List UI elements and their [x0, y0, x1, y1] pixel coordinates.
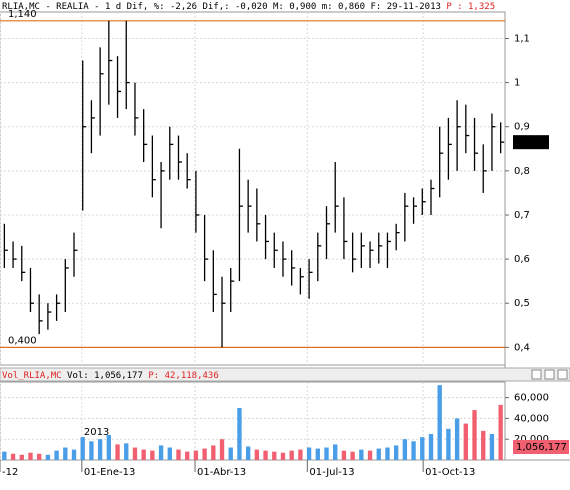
volume-bar [71, 449, 77, 460]
volume-bar [333, 444, 338, 460]
volume-bar [63, 447, 68, 460]
volume-bar [202, 448, 207, 460]
volume-bar [481, 430, 486, 460]
volume-bar [472, 410, 477, 460]
y-tick-label: 20,000 [514, 434, 549, 445]
volume-bar [211, 445, 216, 460]
volume-bar [463, 423, 468, 460]
volume-bar [158, 445, 164, 460]
volume-bar [359, 449, 364, 460]
volume-header: Vol_RLIA,MC Vol: 1,056,177 P: 42,118,436 [2, 371, 219, 381]
save-button[interactable] [544, 369, 555, 380]
volume-bar [219, 439, 225, 460]
volume-bar [498, 404, 503, 460]
header-stats: Dif, %: -2,26 Dif,: -0,020 M: 0,900 m: 0… [127, 2, 441, 12]
volume-bar [124, 443, 129, 460]
volume-bar [150, 450, 155, 460]
y-tick-label: 1,1 [514, 33, 530, 44]
volume-bar [19, 454, 24, 460]
y-tick-label: 0,6 [514, 254, 530, 265]
header: RLIA,MC - REALIA - 1 d Dif, %: -2,26 Dif… [2, 2, 495, 12]
volume-bar [228, 447, 233, 460]
minimize-button[interactable] [531, 369, 542, 380]
volume-bar [350, 451, 355, 460]
y-tick-label: 60,000 [514, 393, 549, 404]
volume-bar [245, 446, 251, 460]
volume-bar [298, 449, 303, 460]
volume-bar [28, 452, 33, 460]
volume-bar [428, 434, 434, 460]
volume-bar [315, 448, 320, 460]
volume-bar [115, 444, 120, 460]
reference-label: 1,140 [8, 9, 37, 20]
volume-bar [254, 449, 260, 460]
y-tick-label: 0,4 [514, 342, 530, 353]
y-tick-label: 0,9 [514, 122, 530, 133]
volume-bar [454, 418, 460, 460]
x-tick-label: 01-Abr-13 [197, 467, 246, 478]
volume-bar [420, 437, 425, 460]
volume-bar [80, 437, 85, 460]
volume-bar [37, 453, 42, 460]
volume-bar [167, 447, 172, 460]
volume-title: Vol_RLIA,MC [2, 371, 62, 381]
volume-bar [341, 450, 347, 460]
volume-bar [45, 454, 51, 460]
volume-bar [437, 385, 442, 460]
volume-bar [185, 451, 190, 460]
volume-bar [237, 408, 242, 460]
volume-bar [89, 441, 94, 460]
last-value-box [513, 135, 549, 150]
volume-bar [132, 447, 138, 460]
y-tick-label: 1 [514, 78, 520, 89]
volume-bar [280, 452, 286, 460]
volume-bar [385, 447, 390, 460]
volume-bar [367, 450, 373, 460]
reference-label: 0,400 [8, 335, 37, 346]
volume-bar [141, 449, 146, 460]
year-label: 2013 [84, 427, 109, 438]
volume-header-bar [0, 367, 570, 382]
last-value-label: 0,865 [516, 137, 545, 148]
volume-bar [263, 450, 268, 460]
volume-bar [306, 447, 312, 460]
close-button[interactable] [557, 369, 568, 380]
volume-bar [54, 450, 59, 460]
x-tick-label: 01-Jul-13 [309, 467, 354, 478]
volume-bar [289, 450, 294, 460]
x-tick-label: 01-Ene-13 [84, 467, 135, 478]
volume-bar [10, 453, 16, 460]
volume-bar [272, 451, 277, 460]
y-tick-label: 0,5 [514, 298, 530, 309]
y-tick-label: 0,8 [514, 166, 530, 177]
volume-bar [446, 428, 451, 460]
volume-last-box [513, 440, 569, 454]
volume-bar [411, 441, 416, 460]
x-tick-label: -12 [2, 467, 18, 478]
volume-bar [376, 448, 381, 460]
volume-bar [193, 450, 199, 460]
y-tick-label: 0,7 [514, 210, 530, 221]
volume-bar [402, 439, 408, 460]
volume-bar [97, 439, 103, 460]
volume-bar [489, 434, 495, 460]
volume-bar [106, 435, 112, 460]
volume-bar [2, 451, 7, 460]
x-tick-label: 01-Oct-13 [425, 467, 475, 478]
volume-p: P: 42,118,436 [148, 371, 218, 381]
volume-last-label: 1,056,177 [516, 442, 567, 453]
volume-bar [176, 449, 181, 460]
volume-bar [324, 447, 329, 460]
y-tick-label: 40,000 [514, 413, 549, 424]
volume-bar [393, 445, 399, 460]
header-price: P : 1,325 [446, 2, 495, 12]
header-symbol: RLIA,MC - REALIA - 1 d [2, 2, 121, 12]
volume-stats: Vol: 1,056,177 [67, 371, 143, 381]
